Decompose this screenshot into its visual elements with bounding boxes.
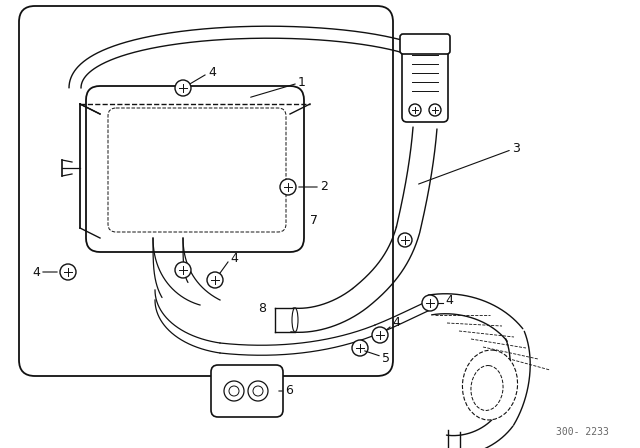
Circle shape [398, 233, 412, 247]
Circle shape [280, 179, 296, 195]
Circle shape [429, 104, 441, 116]
Text: 6: 6 [279, 384, 293, 397]
Text: 4: 4 [445, 293, 453, 306]
Circle shape [409, 104, 421, 116]
Text: 4: 4 [32, 266, 57, 279]
Text: 3: 3 [419, 142, 520, 184]
Text: 300- 2233: 300- 2233 [556, 427, 609, 437]
FancyBboxPatch shape [211, 365, 283, 417]
FancyBboxPatch shape [86, 86, 304, 252]
Text: 1: 1 [251, 76, 306, 97]
Circle shape [175, 80, 191, 96]
Text: 4: 4 [208, 65, 216, 78]
Ellipse shape [292, 308, 298, 332]
Text: 4: 4 [230, 251, 238, 264]
Circle shape [352, 340, 368, 356]
Circle shape [207, 272, 223, 288]
Ellipse shape [463, 350, 518, 420]
Circle shape [372, 327, 388, 343]
Circle shape [60, 264, 76, 280]
Circle shape [422, 295, 438, 311]
Circle shape [175, 262, 191, 278]
FancyBboxPatch shape [400, 34, 450, 54]
FancyBboxPatch shape [402, 40, 448, 122]
Text: 2: 2 [299, 181, 328, 194]
Text: 8: 8 [258, 302, 266, 314]
Text: 7: 7 [310, 214, 318, 227]
Text: 5: 5 [365, 351, 390, 365]
Text: 4: 4 [392, 316, 400, 329]
FancyBboxPatch shape [19, 6, 393, 376]
